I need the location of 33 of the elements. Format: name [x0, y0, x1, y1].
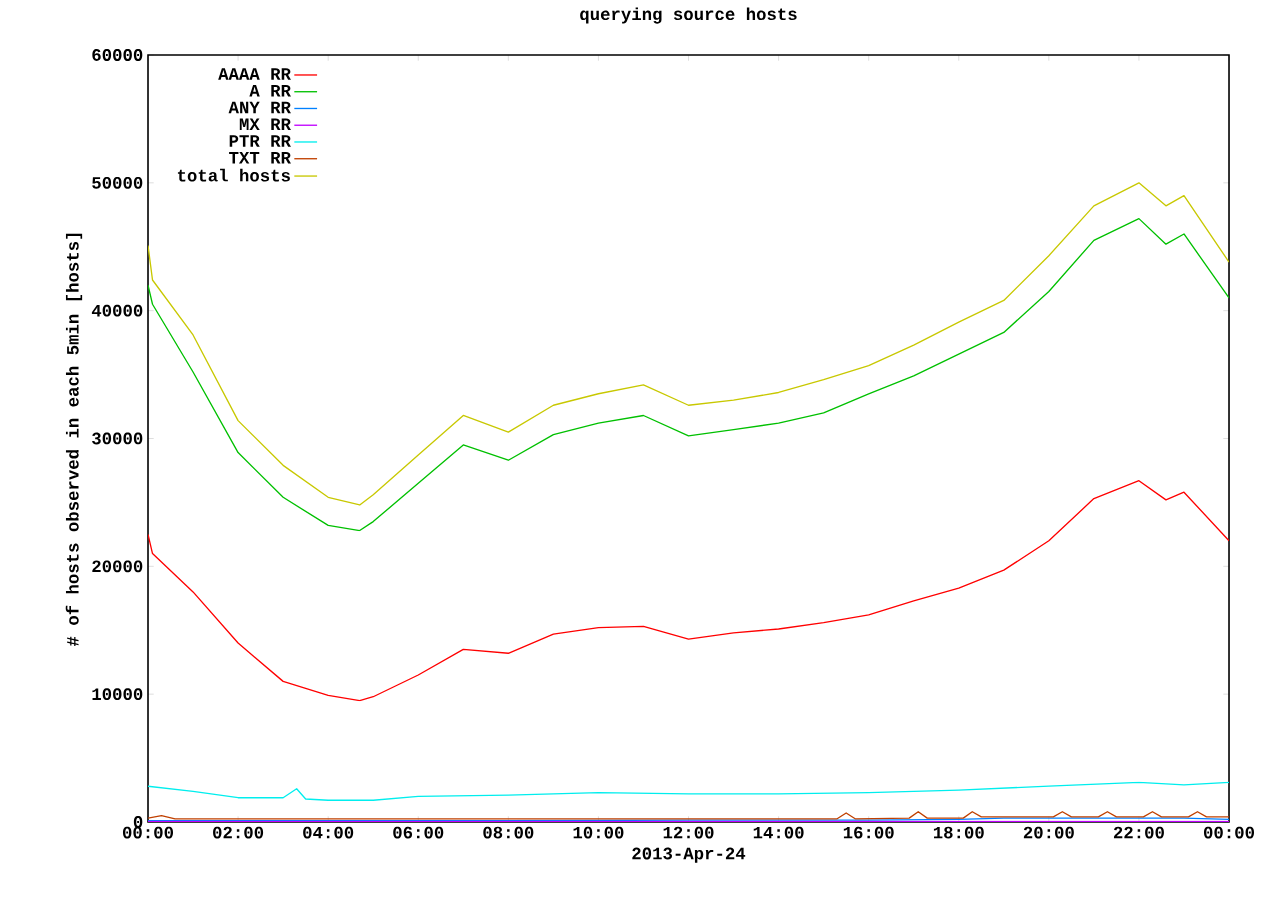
y-tick-label: 50000 [92, 176, 143, 189]
line-series [148, 480, 1230, 702]
legend-label: ANY RR [228, 101, 291, 114]
legend-label: total hosts [177, 168, 290, 182]
y-tick-label: 0 [133, 816, 143, 828]
y-axis-title: # of hosts observed in each 5min [hosts] [65, 233, 83, 647]
x-tick-label: 20:00 [1023, 826, 1074, 839]
x-tick-label: 18:00 [933, 826, 984, 839]
x-tick-label: 00:00 [122, 826, 174, 839]
x-tick-label: 22:00 [1113, 826, 1164, 839]
x-tick-label: 10:00 [573, 826, 624, 839]
x-axis-title: 2013-Apr-24 [632, 847, 746, 863]
chart-title: querying source hosts [580, 7, 797, 24]
line-series [148, 781, 1230, 801]
legend-label: PTR RR [229, 135, 291, 147]
y-tick-label: 60000 [92, 49, 143, 61]
legend-label: A RR [249, 85, 291, 97]
x-tick-label: 16:00 [843, 826, 894, 839]
legend-label: MX RR [239, 118, 291, 130]
y-tick-label: 40000 [91, 304, 143, 317]
x-tick-label: 12:00 [663, 826, 714, 839]
x-tick-label: 08:00 [483, 826, 534, 839]
x-tick-label: 02:00 [213, 826, 264, 839]
x-tick-label: 06:00 [393, 826, 444, 839]
legend-label: AAAA RR [218, 68, 291, 80]
y-tick-label: 20000 [92, 560, 143, 573]
x-tick-label: 00:00 [1203, 826, 1255, 839]
y-tick-label: 10000 [92, 688, 143, 701]
y-tick-label: 30000 [92, 432, 143, 445]
line-series [148, 182, 1230, 506]
x-tick-label: 04:00 [303, 826, 354, 839]
legend-label: TXT RR [229, 152, 291, 164]
x-tick-label: 14:00 [753, 826, 804, 839]
